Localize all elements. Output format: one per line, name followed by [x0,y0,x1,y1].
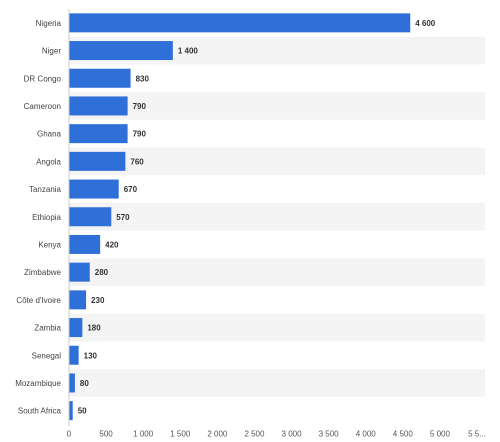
value-label: 130 [84,351,98,360]
x-tick-label: 2 500 [244,430,265,439]
bars [69,13,411,421]
x-tick-label: 5 000 [430,430,451,439]
bar [69,290,87,310]
category-label: Ghana [37,130,62,139]
x-tick-label: 5 5... [468,430,486,439]
category-label: Kenya [38,240,61,249]
value-label: 4 600 [415,19,436,28]
category-label: Zimbabwe [24,268,61,277]
bar [69,41,173,61]
x-axis: 0 500 1 000 1 500 2 000 2 500 3 000 3 500 4 000 4… [67,9,486,439]
row-band [69,258,485,286]
bar [69,96,128,116]
bar [69,373,75,393]
bar [69,318,83,338]
row-band [69,369,485,397]
x-tick-label: 1 000 [133,430,154,439]
category-label: Mozambique [15,379,61,388]
value-label: 830 [136,74,150,83]
bar [69,207,112,227]
category-label: South Africa [18,407,62,416]
category-label: Ethiopia [32,213,61,222]
x-tick-label: 2 000 [207,430,228,439]
bar [69,124,128,144]
bar [69,345,79,365]
value-labels: 4 600 1 400 830 790 790 760 670 570 420 280 230 180… [78,19,436,416]
value-label: 180 [87,324,101,333]
x-tick-label: 4 000 [356,430,377,439]
value-label: 1 400 [178,47,199,56]
bar [69,401,73,421]
x-tick-label: 3 000 [282,430,303,439]
value-label: 790 [133,102,147,111]
x-tick-label: 1 500 [170,430,191,439]
category-label: Angola [36,157,61,166]
row-band [69,313,485,342]
value-label: 230 [91,296,105,305]
value-label: 280 [95,268,109,277]
row-band [69,92,485,120]
row-bands [69,36,485,397]
category-label: Nigeria [36,19,62,28]
x-tick-label: 3 500 [319,430,340,439]
category-label: Zambia [34,324,61,333]
bar [69,262,90,282]
value-label: 790 [133,130,147,139]
value-label: 760 [130,157,144,166]
bar [69,13,411,33]
category-label: Senegal [32,351,62,360]
category-label: Cameroon [24,102,61,111]
x-tick-label: 0 [67,430,72,439]
bar [69,234,101,254]
value-label: 670 [124,185,138,194]
bar [69,179,119,199]
category-label: Côte d'Ivoire [16,296,61,305]
value-label: 420 [105,240,119,249]
value-label: 50 [78,407,87,416]
x-tick-label: 4 500 [393,430,414,439]
category-label: Niger [42,47,61,56]
category-labels: Nigeria Niger DR Congo Cameroon Ghana Angola T… [15,19,61,416]
row-band [69,147,485,176]
category-label: Tanzania [29,185,62,194]
row-band [69,202,485,231]
bar [69,68,131,88]
value-label: 570 [116,213,130,222]
category-label: DR Congo [24,74,62,83]
x-tick-label: 500 [99,430,113,439]
value-label: 80 [80,379,89,388]
bar [69,151,126,171]
